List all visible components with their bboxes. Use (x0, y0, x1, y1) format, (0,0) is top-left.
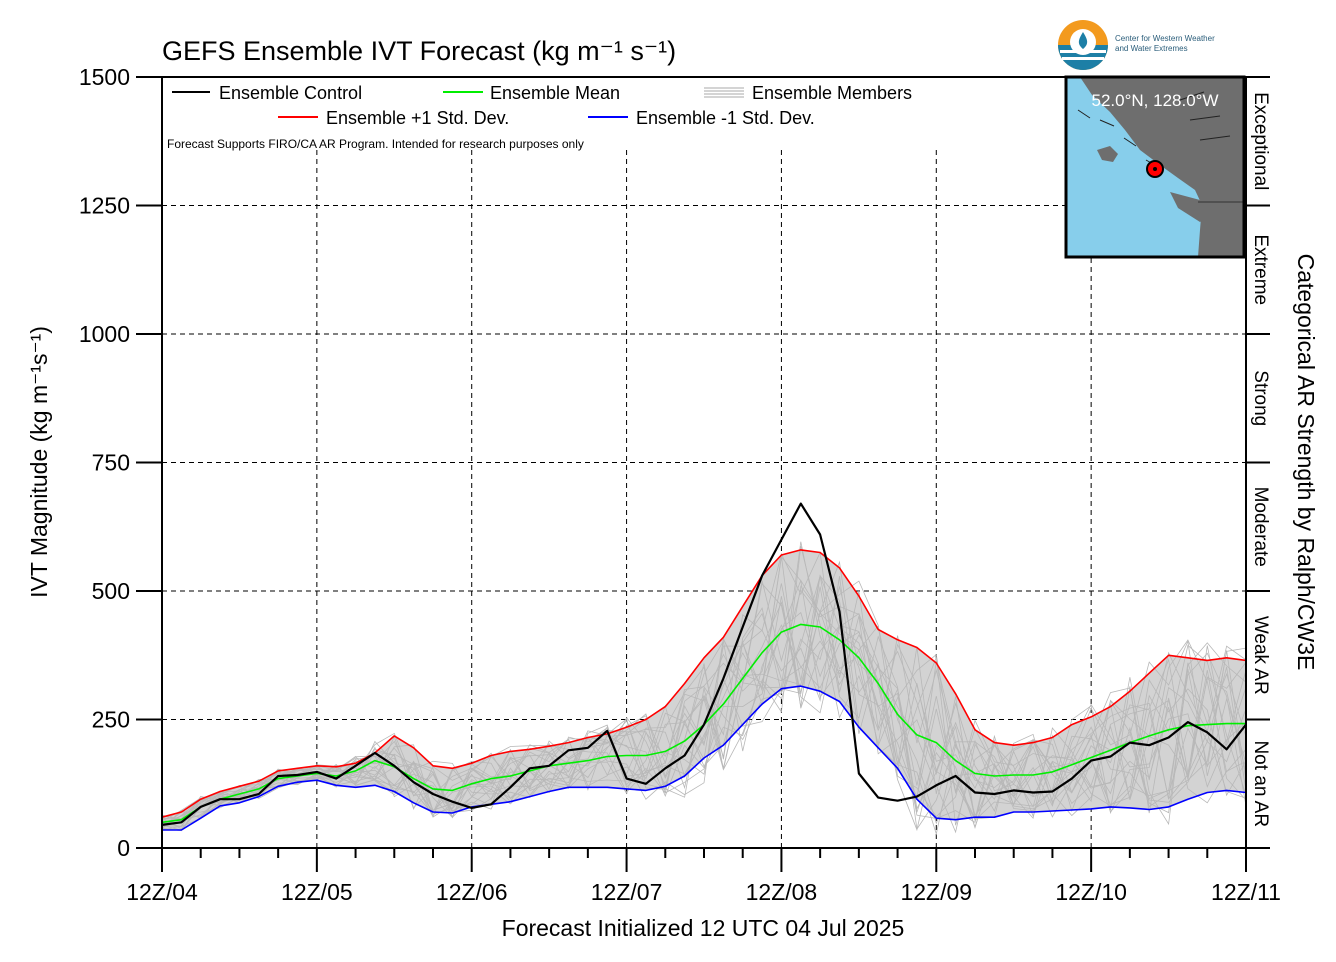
legend-members-swatch (704, 87, 744, 98)
y-tick-label: 0 (117, 835, 130, 861)
category-labels: Not an AR Weak AR Moderate Strong Extreme Exc… (1250, 92, 1271, 827)
category-label: Weak AR (1250, 616, 1271, 695)
ensemble-member-line (162, 555, 1246, 834)
category-label: Extreme (1250, 234, 1271, 305)
research-note: Forecast Supports FIRO/CA AR Program. In… (167, 137, 584, 151)
chart-title: GEFS Ensemble IVT Forecast (kg m⁻¹ s⁻¹) (162, 36, 676, 66)
y-tick-label: 750 (92, 450, 130, 476)
category-label: Exceptional (1250, 92, 1271, 190)
series-lines (161, 502, 1247, 831)
x-tick-label: 12Z/11 (1211, 879, 1281, 905)
y-tick-label: 500 (92, 578, 130, 604)
legend-plus-label: Ensemble +1 Std. Dev. (326, 108, 509, 128)
x-tick-label: 12Z/07 (591, 879, 663, 905)
inset-coords: 52.0°N, 128.0°W (1092, 91, 1219, 110)
x-tick-label: 12Z/04 (126, 879, 198, 905)
y-tick-label: 1000 (79, 321, 130, 347)
x-tick-label: 12Z/10 (1055, 879, 1127, 905)
cw3e-logo: Center for Western Weather and Water Ext… (1058, 20, 1215, 70)
inset-map: 52.0°N, 128.0°W (1064, 75, 1246, 259)
legend: Ensemble Control Ensemble Mean Ensemble … (166, 80, 1046, 151)
island-shape (1097, 146, 1118, 162)
legend-mean-label: Ensemble Mean (490, 83, 620, 103)
x-tick-label: 12Z/06 (436, 879, 508, 905)
y-axis-ticks: 0 250 500 750 1000 1250 1500 (79, 64, 1270, 861)
x-axis-label: Forecast Initialized 12 UTC 04 Jul 2025 (502, 915, 905, 941)
logo-drop-icon (1078, 32, 1088, 49)
ensemble-member-lines (162, 541, 1246, 836)
legend-control-label: Ensemble Control (219, 83, 362, 103)
plus-std-line (161, 549, 1247, 818)
logo-text-line2: and Water Extremes (1115, 44, 1188, 53)
legend-minus-label: Ensemble -1 Std. Dev. (636, 108, 815, 128)
x-tick-label: 12Z/09 (900, 879, 972, 905)
category-label: Not an AR (1250, 740, 1271, 827)
right-axis-label: Categorical AR Strength by Ralph/CW3E (1293, 254, 1319, 671)
logo-text-line1: Center for Western Weather (1115, 34, 1215, 43)
y-tick-label: 1250 (79, 193, 130, 219)
y-tick-label: 250 (92, 707, 130, 733)
y-tick-label: 1500 (79, 64, 130, 90)
y-axis-label: IVT Magnitude (kg m⁻¹s⁻¹) (26, 326, 52, 598)
category-label: Strong (1250, 370, 1271, 426)
vancouver-island-shape (1170, 192, 1212, 222)
legend-members-label: Ensemble Members (752, 83, 912, 103)
x-tick-label: 12Z/05 (281, 879, 353, 905)
ensemble-member-line (162, 583, 1246, 829)
ensemble-member-line (162, 634, 1246, 829)
category-label: Moderate (1250, 487, 1271, 567)
minus-std-line (162, 685, 1247, 831)
ensemble-member-line (162, 555, 1246, 825)
ocean-shape (1066, 77, 1202, 257)
x-tick-label: 12Z/08 (746, 879, 818, 905)
x-axis-ticks: 12Z/04 12Z/05 12Z/06 12Z/07 12Z/08 12Z/09 12Z/… (126, 848, 1281, 905)
control-line (161, 502, 1247, 826)
